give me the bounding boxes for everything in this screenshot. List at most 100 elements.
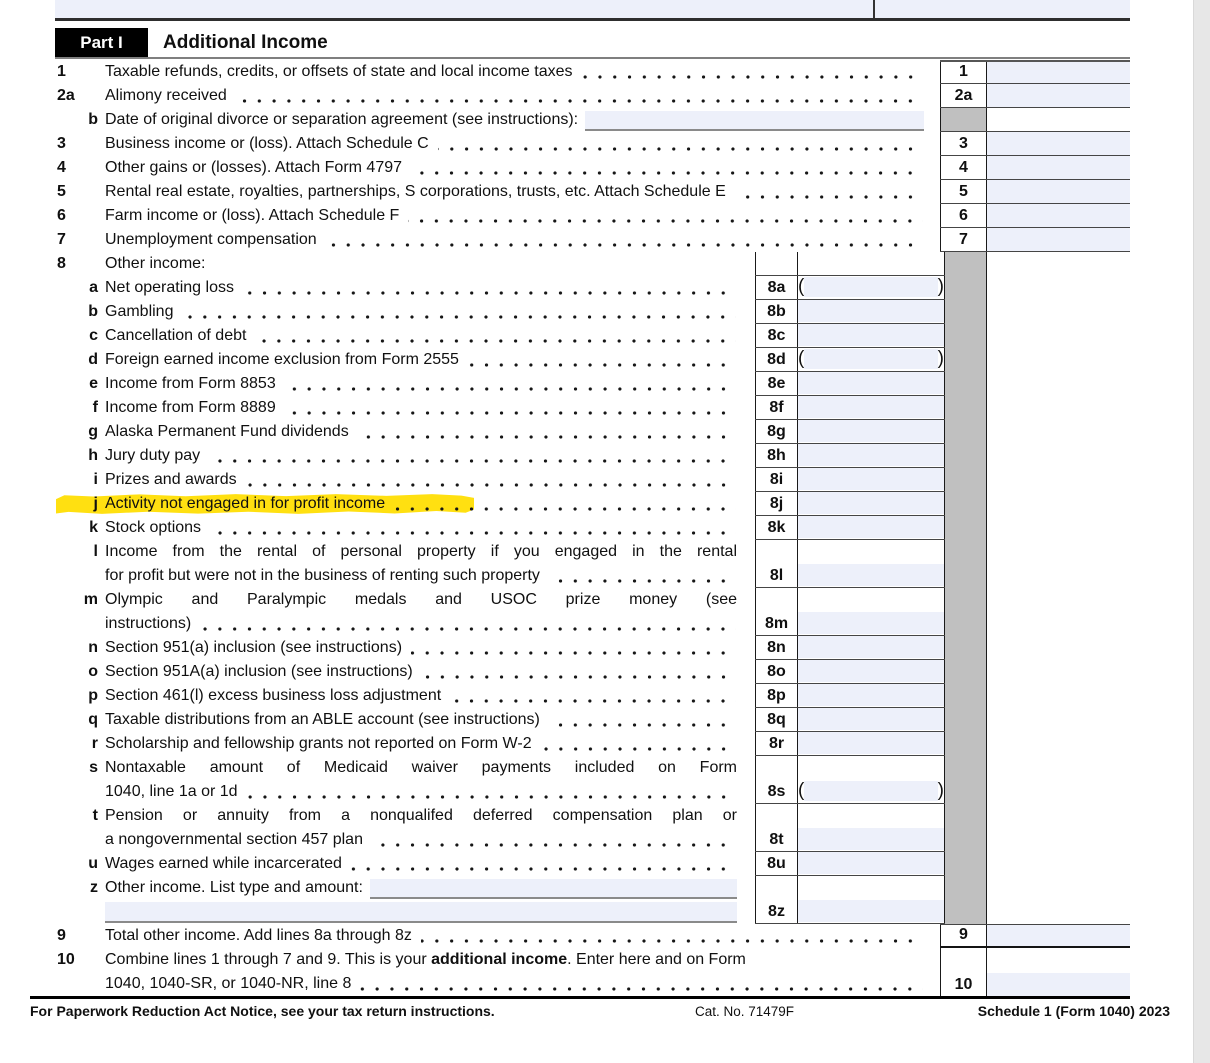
empty-cell <box>987 492 1130 516</box>
line-number-cell-8t: t <box>30 804 105 852</box>
amount-input-8m[interactable] <box>798 612 944 634</box>
amount-input-8p[interactable] <box>798 684 944 706</box>
form-row-8e: e Income from Form 8853 8e <box>30 372 1130 396</box>
amount-input-8n[interactable] <box>798 636 944 658</box>
empty-cell <box>987 684 1130 708</box>
form-row-8d: d Foreign earned income exclusion from Fo… <box>30 348 1130 372</box>
description-text: for profit but were not in the business … <box>105 567 540 584</box>
entry-cells-8s: 8s () <box>755 756 945 804</box>
line-description-8t: Pension or annuity from a nonqualifed de… <box>105 804 755 852</box>
line-description-2a: Alimony received <box>105 84 940 108</box>
amount-input-8s[interactable] <box>804 781 938 801</box>
amount-input-7[interactable] <box>987 228 1130 251</box>
amount-input-8e[interactable] <box>798 372 944 394</box>
form-row-6: 6 Farm income or (loss). Attach Schedule … <box>30 204 1130 228</box>
line-number-label-8: 8 <box>57 255 66 272</box>
description-text: Gambling <box>105 303 174 320</box>
line-number-cell-2a: 2a <box>30 84 105 108</box>
line-description-8d: Foreign earned income exclusion from For… <box>105 348 755 372</box>
line-number-label-8j: j <box>93 495 98 512</box>
description-line: Section 461(l) excess business loss adju… <box>105 684 737 708</box>
header-input-strip[interactable] <box>55 0 1130 21</box>
amount-cell-8a: () <box>798 276 945 299</box>
amount-input-4[interactable] <box>987 156 1130 179</box>
line-description-8l: Income from the rental of personal prope… <box>105 540 755 588</box>
amount-input-8c[interactable] <box>798 324 944 346</box>
gray-filler-cell <box>945 852 987 876</box>
box-label-4: 4 <box>959 159 968 176</box>
amount-input-8r[interactable] <box>798 732 944 754</box>
amount-cell-8c <box>798 324 945 347</box>
gray-filler-cell <box>945 420 987 444</box>
amount-input-8i[interactable] <box>798 468 944 490</box>
line-description-8b: Gambling <box>105 300 755 324</box>
amount-input-8l[interactable] <box>798 564 944 586</box>
amount-input-8f[interactable] <box>798 396 944 418</box>
line-number-label-8k: k <box>89 519 98 536</box>
line-description-8i: Prizes and awards <box>105 468 755 492</box>
line-number-label-8d: d <box>88 351 98 368</box>
empty-cell <box>987 300 1130 324</box>
description-line: Activity not engaged in for profit incom… <box>105 492 737 516</box>
line-description-1: Taxable refunds, credits, or offsets of … <box>105 60 940 84</box>
gray-filler-cell <box>945 636 987 660</box>
form-row-8o: o Section 951A(a) inclusion (see instruct… <box>30 660 1130 684</box>
line-description-4: Other gains or (losses). Attach Form 479… <box>105 156 940 180</box>
line-box-3: 3 <box>940 132 987 155</box>
amount-input-8k[interactable] <box>798 516 944 538</box>
amount-input-3[interactable] <box>987 132 1130 155</box>
description-text: Olympic and Paralympic medals and USOC p… <box>105 591 737 608</box>
amount-input-8z[interactable] <box>798 900 944 922</box>
gray-filler-cell <box>945 372 987 396</box>
line-number-cell-8z: z <box>30 876 105 924</box>
amount-cell-8f <box>798 396 945 419</box>
amount-input-6[interactable] <box>987 204 1130 227</box>
other-income-type-input[interactable] <box>369 879 737 899</box>
amount-input-8u[interactable] <box>798 852 944 874</box>
amount-input-8g[interactable] <box>798 420 944 442</box>
amount-input-2a[interactable] <box>987 84 1130 107</box>
amount-input-8j[interactable] <box>798 492 944 514</box>
scrollbar-track[interactable] <box>1193 0 1210 1063</box>
form-row-8r: r Scholarship and fellowship grants not r… <box>30 732 1130 756</box>
amount-input-8d[interactable] <box>804 349 938 369</box>
line-description-8n: Section 951(a) inclusion (see instructio… <box>105 636 755 660</box>
amount-input-8q[interactable] <box>798 708 944 730</box>
entry-cells-6: 6 <box>940 204 1130 228</box>
line-description-8u: Wages earned while incarcerated <box>105 852 755 876</box>
amount-input-8o[interactable] <box>798 660 944 682</box>
other-income-type-input-line2[interactable] <box>105 902 737 923</box>
gray-filler-cell <box>945 276 987 300</box>
form-row-1: 1 Taxable refunds, credits, or offsets of… <box>30 60 1130 84</box>
description-line: Stock options <box>105 516 737 540</box>
line-description-9: Total other income. Add lines 8a through… <box>105 924 940 948</box>
line-description-8m: Olympic and Paralympic medals and USOC p… <box>105 588 755 636</box>
entry-cells-8e: 8e <box>755 372 945 396</box>
amount-input-9[interactable] <box>987 925 1130 946</box>
description-text: 1040, 1040-SR, or 1040-NR, line 8 <box>105 975 352 992</box>
empty-cell <box>987 732 1130 756</box>
description-line: Jury duty pay <box>105 444 737 468</box>
entry-cells-8b: 8b <box>755 300 945 324</box>
gray-filler-cell <box>945 468 987 492</box>
amount-cell-6 <box>987 204 1130 227</box>
amount-input-5[interactable] <box>987 180 1130 203</box>
form-row-8t: t Pension or annuity from a nonqualifed d… <box>30 804 1130 852</box>
gray-filler-cell <box>945 804 987 852</box>
line-number-label-7: 7 <box>57 231 66 248</box>
amount-input-1[interactable] <box>987 62 1130 83</box>
divorce-date-input[interactable] <box>585 111 924 131</box>
box-label-7: 7 <box>959 231 968 248</box>
form-row-8n: n Section 951(a) inclusion (see instructi… <box>30 636 1130 660</box>
line-box-8b: 8b <box>755 300 798 323</box>
amount-input-8t[interactable] <box>798 828 944 850</box>
amount-input-8b[interactable] <box>798 300 944 322</box>
box-label-1: 1 <box>959 63 968 80</box>
line-number-label-10: 10 <box>57 951 75 968</box>
amount-input-10[interactable] <box>987 973 1130 996</box>
form-row-8l: l Income from the rental of personal prop… <box>30 540 1130 588</box>
amount-input-8a[interactable] <box>804 277 938 297</box>
description-text: Other gains or (losses). Attach Form 479… <box>105 159 403 176</box>
gray-filler-cell <box>945 348 987 372</box>
amount-input-8h[interactable] <box>798 444 944 466</box>
